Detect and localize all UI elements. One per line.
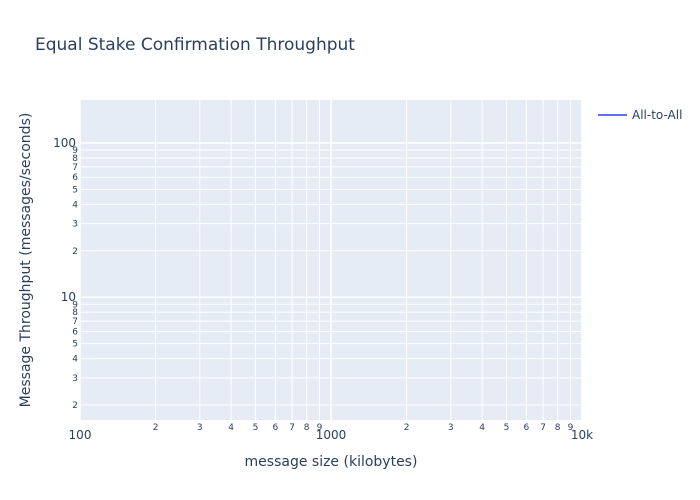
x-tick-label-minor: 9	[317, 423, 323, 433]
x-tick-label-minor: 8	[555, 423, 561, 433]
x-tick-label-minor: 8	[304, 423, 310, 433]
y-tick-label-minor: 9	[72, 146, 78, 156]
y-tick-label-minor: 2	[72, 401, 78, 411]
y-tick-label-minor: 7	[72, 163, 78, 173]
y-tick-label-minor: 7	[72, 317, 78, 327]
y-axis-title: Message Throughput (messages/seconds)	[18, 113, 34, 408]
chart-title: Equal Stake Confirmation Throughput	[35, 35, 355, 55]
x-tick-label-minor: 6	[272, 423, 278, 433]
y-tick-label-minor: 4	[72, 200, 78, 210]
x-tick-label-major: 10k	[571, 428, 593, 442]
x-tick-label-minor: 3	[448, 423, 454, 433]
legend[interactable]: All-to-All	[598, 108, 682, 122]
y-tick-label-minor: 8	[72, 308, 78, 318]
y-tick-label-minor: 3	[72, 374, 78, 384]
y-tick-label-minor: 5	[72, 340, 78, 350]
x-tick-label-minor: 5	[253, 423, 259, 433]
x-tick-label-minor: 7	[540, 423, 546, 433]
x-tick-label-minor: 4	[479, 423, 485, 433]
x-tick-label-minor: 5	[504, 423, 510, 433]
x-tick-label-minor: 2	[153, 423, 159, 433]
x-tick-label-minor: 2	[404, 423, 410, 433]
y-tick-label-minor: 6	[72, 327, 78, 337]
y-tick-label-minor: 5	[72, 185, 78, 195]
x-tick-label-minor: 4	[228, 423, 234, 433]
x-tick-label-major: 100	[69, 428, 92, 442]
x-tick-label-major: 1000	[316, 428, 347, 442]
x-tick-label-minor: 9	[568, 423, 574, 433]
legend-label-all-to-all: All-to-All	[632, 108, 682, 122]
x-tick-label-minor: 7	[289, 423, 295, 433]
y-tick-label-minor: 8	[72, 154, 78, 164]
x-axis-title: message size (kilobytes)	[245, 454, 418, 470]
y-tick-label-major: 10	[61, 290, 76, 304]
y-tick-label-minor: 2	[72, 247, 78, 257]
x-tick-label-minor: 6	[523, 423, 529, 433]
y-tick-label-minor: 4	[72, 355, 78, 365]
y-tick-label-minor: 3	[72, 220, 78, 230]
x-tick-label-minor: 3	[197, 423, 203, 433]
y-tick-label-major: 100	[53, 136, 76, 150]
y-tick-label-minor: 9	[72, 300, 78, 310]
grid-lines	[79, 100, 583, 420]
y-tick-label-minor: 6	[72, 173, 78, 183]
